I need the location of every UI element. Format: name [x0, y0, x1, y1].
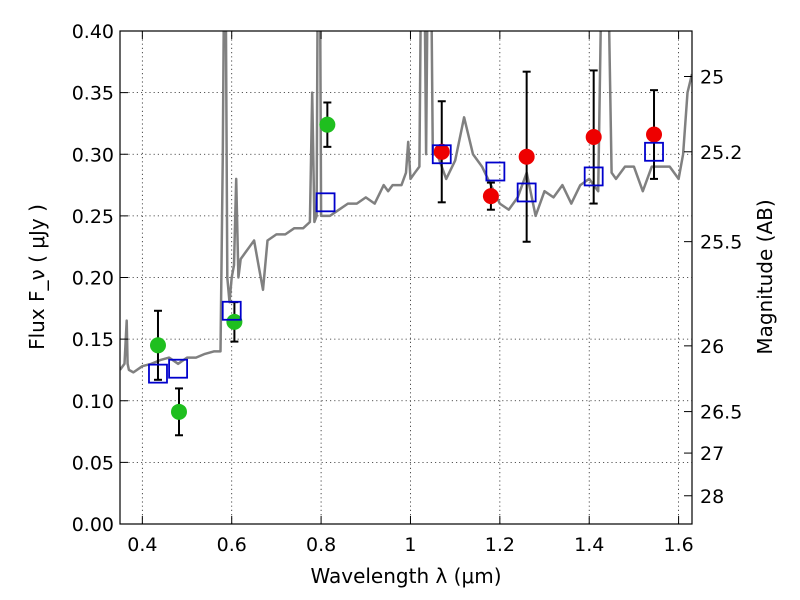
y-axis: 0.00 0.05 0.10 0.15 0.20 0.25 0.30 0.35 0.40	[72, 21, 128, 536]
y-right-tick-label: 25.2	[700, 142, 742, 164]
y-axis-right: 25 25.2 25.5 26 26.5 27 28	[684, 67, 742, 508]
model-point	[148, 363, 168, 384]
y-axis-label: Flux F_ν ( μJy )	[25, 204, 49, 350]
data-point	[170, 403, 187, 420]
x-tick-label: 0.4	[127, 534, 157, 556]
spectrum-line	[120, 31, 692, 374]
y-tick-label: 0.35	[72, 83, 114, 105]
data-point	[646, 126, 663, 143]
model-point	[168, 358, 188, 379]
x-tick-label: 1.4	[574, 534, 604, 556]
y-right-tick-label: 25.5	[700, 232, 742, 254]
data-point	[149, 337, 166, 354]
y-tick-label: 0.30	[72, 144, 114, 166]
model-point	[315, 192, 336, 213]
x-tick-label: 1	[404, 534, 416, 556]
spectrum	[120, 31, 692, 374]
x-tick-label: 0.8	[306, 534, 336, 556]
grid	[120, 31, 692, 524]
data-point	[482, 188, 499, 205]
data-point	[518, 148, 535, 165]
y-right-tick-label: 26.5	[700, 402, 742, 424]
model-point	[431, 144, 452, 165]
x-axis-label: Wavelength λ (μm)	[310, 564, 501, 588]
y-axis-right-label: Magnitude (AB)	[753, 199, 777, 354]
x-tick-label: 1.2	[485, 534, 515, 556]
y-tick-label: 0.00	[72, 514, 114, 536]
model-point	[221, 300, 242, 321]
model-point	[485, 161, 506, 182]
data-point	[319, 116, 336, 133]
x-axis: 0.4 0.6 0.8 1 1.2 1.4 1.6	[127, 31, 694, 556]
y-tick-label: 0.25	[72, 206, 114, 228]
y-tick-label: 0.05	[72, 452, 114, 474]
x-tick-label: 0.6	[217, 534, 247, 556]
model-point	[516, 182, 537, 203]
x-tick-label: 1.6	[663, 534, 693, 556]
y-right-tick-label: 28	[700, 486, 724, 508]
data-point	[226, 313, 243, 330]
data-point	[585, 128, 602, 145]
y-right-tick-label: 27	[700, 443, 724, 465]
model-point	[644, 141, 664, 162]
y-tick-label: 0.15	[72, 329, 114, 351]
y-tick-label: 0.10	[72, 391, 114, 413]
data-points	[148, 69, 664, 437]
y-tick-label: 0.40	[72, 21, 114, 43]
model-point	[583, 166, 604, 187]
y-tick-label: 0.20	[72, 268, 114, 290]
y-right-tick-label: 26	[700, 336, 724, 358]
y-right-tick-label: 25	[700, 67, 724, 89]
data-point	[433, 143, 450, 160]
